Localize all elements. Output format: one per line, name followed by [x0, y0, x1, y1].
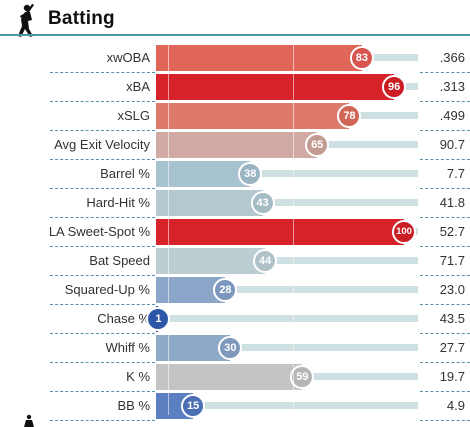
metric-row: Avg Exit Velocity 65 90.7 — [0, 131, 470, 160]
row-separator — [50, 246, 155, 247]
percentile-track — [156, 286, 418, 293]
row-separator-right — [420, 275, 470, 276]
metric-row: K % 59 19.7 — [0, 363, 470, 392]
percentile-bubble: 65 — [305, 133, 330, 157]
row-separator — [50, 304, 155, 305]
row-separator-right — [420, 217, 470, 218]
percentile-bar — [156, 161, 251, 187]
metric-label: K % — [126, 369, 150, 384]
row-separator — [50, 130, 155, 131]
percentile-track — [156, 402, 418, 409]
percentile-track — [156, 199, 418, 206]
percentile-bar — [156, 103, 350, 129]
percentile-bubble: 28 — [213, 278, 238, 302]
percentile-bubble: 43 — [250, 191, 275, 215]
row-separator-right — [420, 188, 470, 189]
row-separator-right — [420, 391, 470, 392]
metric-value: 19.7 — [439, 369, 465, 384]
percentile-bar — [156, 219, 404, 245]
pitcher-silhouette-icon — [24, 414, 34, 427]
metric-row: xSLG 78 .499 — [0, 102, 470, 131]
metric-label: Barrel % — [100, 166, 150, 181]
row-separator-right — [420, 362, 470, 363]
metric-value: 27.7 — [439, 340, 465, 355]
metric-label: Whiff % — [105, 340, 150, 355]
row-separator — [50, 333, 155, 334]
row-separator — [50, 188, 155, 189]
row-separator-right — [420, 246, 470, 247]
metric-row: Whiff % 30 27.7 — [0, 334, 470, 363]
row-separator — [50, 275, 155, 276]
metric-value: 41.8 — [439, 195, 465, 210]
batter-silhouette-icon — [18, 3, 34, 37]
metric-label: xwOBA — [106, 50, 150, 65]
header-divider — [0, 34, 470, 36]
percentile-bubble: 78 — [337, 104, 362, 128]
row-separator-right — [420, 304, 470, 305]
percentile-bubble: 100 — [392, 220, 416, 244]
row-separator-right — [420, 101, 470, 102]
metric-label: Bat Speed — [89, 253, 150, 268]
percentile-bar — [156, 45, 362, 71]
metric-value: .366 — [439, 50, 465, 65]
percentile-bar — [156, 190, 263, 216]
metric-row: Barrel % 38 7.7 — [0, 160, 470, 189]
percentile-bubble: 59 — [290, 365, 315, 389]
metric-value: .313 — [439, 79, 465, 94]
row-separator — [50, 362, 155, 363]
metric-label: LA Sweet-Spot % — [48, 224, 150, 239]
metric-row: xBA 96 .313 — [0, 73, 470, 102]
percentile-track — [156, 257, 418, 264]
metric-value: .499 — [439, 108, 465, 123]
percentile-bubble: 96 — [382, 75, 407, 99]
metric-label: Hard-Hit % — [86, 195, 150, 210]
percentile-bubble: 15 — [181, 394, 206, 418]
metric-label: BB % — [117, 398, 150, 413]
metric-value: 4.9 — [446, 398, 465, 413]
metric-value: 23.0 — [439, 282, 465, 297]
row-separator — [50, 159, 155, 160]
metric-row: Chase % 1 43.5 — [0, 305, 470, 334]
percentile-bubble: 83 — [349, 46, 374, 70]
metric-label: Squared-Up % — [64, 282, 150, 297]
metric-row: xwOBA 83 .366 — [0, 44, 470, 73]
row-separator — [50, 101, 155, 102]
row-separator-right — [420, 130, 470, 131]
section-title: Batting — [48, 8, 115, 29]
metric-row: LA Sweet-Spot % 100 52.7 — [0, 218, 470, 247]
percentile-track — [156, 170, 418, 177]
percentile-bubble: 1 — [146, 307, 171, 331]
percentile-bar — [156, 132, 318, 158]
row-separator-right — [420, 159, 470, 160]
percentile-bar — [156, 248, 266, 274]
metric-value: 43.5 — [439, 311, 465, 326]
metric-row: Hard-Hit % 43 41.8 — [0, 189, 470, 218]
row-separator-right — [420, 333, 470, 334]
row-separator — [50, 72, 155, 73]
metric-label: xBA — [126, 79, 150, 94]
metric-value: 7.7 — [446, 166, 465, 181]
percentile-bar — [156, 74, 395, 100]
metric-value: 71.7 — [439, 253, 465, 268]
percentile-track — [156, 344, 418, 351]
section-header: Batting — [0, 0, 470, 37]
metric-label: Avg Exit Velocity — [54, 137, 150, 152]
metric-label: Chase % — [97, 311, 150, 326]
metric-value: 52.7 — [439, 224, 465, 239]
percentile-bubble: 30 — [218, 336, 243, 360]
percentile-bubble: 44 — [253, 249, 278, 273]
percentile-bubble: 38 — [238, 162, 263, 186]
row-separator — [50, 420, 155, 421]
row-separator — [50, 391, 155, 392]
percentile-track — [156, 315, 418, 322]
row-separator-right — [420, 420, 470, 421]
metric-label: xSLG — [117, 108, 150, 123]
percentile-bar — [156, 364, 303, 390]
metric-row: Bat Speed 44 71.7 — [0, 247, 470, 276]
metric-row: BB % 15 4.9 — [0, 392, 470, 421]
row-separator — [50, 217, 155, 218]
metric-value: 90.7 — [439, 137, 465, 152]
row-separator-right — [420, 72, 470, 73]
metric-row: Squared-Up % 28 23.0 — [0, 276, 470, 305]
